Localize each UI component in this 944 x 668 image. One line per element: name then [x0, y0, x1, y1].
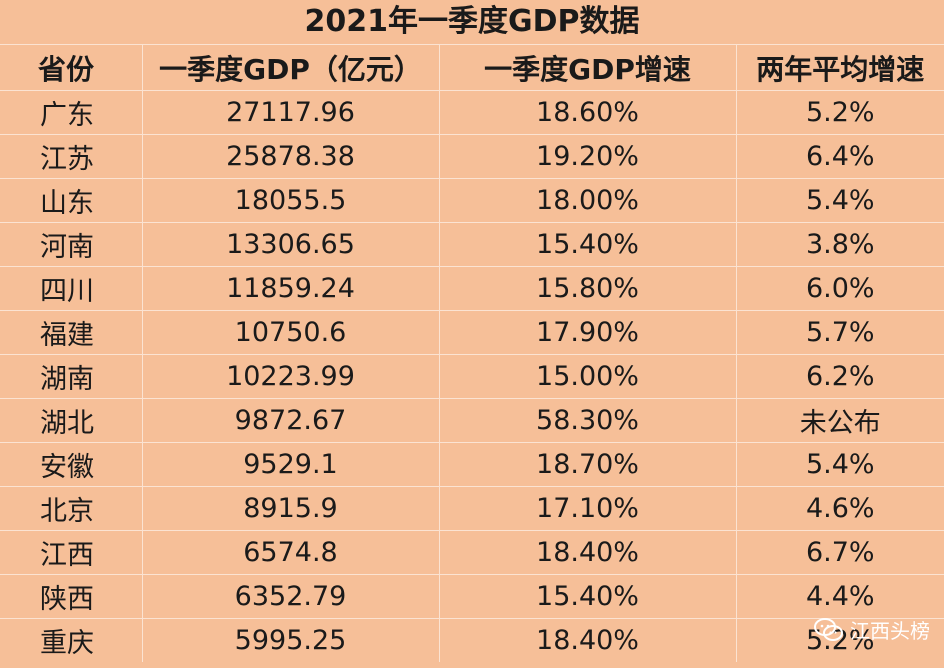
cell-gdp-growth: 18.60%	[438, 90, 736, 135]
table-row: 陕西 6352.79 15.40% 4.4%	[0, 574, 944, 619]
cell-gdp: 13306.65	[141, 222, 439, 267]
cell-gdp-growth: 15.00%	[438, 354, 736, 399]
cell-province: 福建	[0, 310, 142, 355]
cell-gdp-growth: 19.20%	[438, 134, 736, 179]
table-row: 重庆 5995.25 18.40% 5.2%	[0, 618, 944, 662]
cell-province: 山东	[0, 178, 142, 223]
table-row: 湖北 9872.67 58.30% 未公布	[0, 398, 944, 443]
cell-gdp-growth: 58.30%	[438, 398, 736, 443]
cell-gdp: 9872.67	[141, 398, 439, 443]
header-gdp: 一季度GDP（亿元）	[141, 44, 439, 91]
cell-two-year-growth: 6.0%	[735, 266, 944, 311]
table-row: 河南 13306.65 15.40% 3.8%	[0, 222, 944, 267]
cell-gdp: 10223.99	[141, 354, 439, 399]
table-row: 湖南 10223.99 15.00% 6.2%	[0, 354, 944, 399]
table-row: 安徽 9529.1 18.70% 5.4%	[0, 442, 944, 487]
cell-province: 广东	[0, 90, 142, 135]
cell-gdp-growth: 15.40%	[438, 222, 736, 267]
cell-province: 河南	[0, 222, 142, 267]
cell-province: 陕西	[0, 574, 142, 619]
cell-province: 重庆	[0, 618, 142, 662]
header-province: 省份	[0, 44, 142, 91]
cell-gdp: 11859.24	[141, 266, 439, 311]
table-title: 2021年一季度GDP数据	[304, 4, 640, 39]
cell-province: 四川	[0, 266, 142, 311]
cell-province: 安徽	[0, 442, 142, 487]
cell-two-year-growth: 5.2%	[735, 618, 944, 662]
cell-gdp-growth: 17.10%	[438, 486, 736, 531]
cell-gdp: 6574.8	[141, 530, 439, 575]
cell-province: 湖北	[0, 398, 142, 443]
header-gdp-growth: 一季度GDP增速	[438, 44, 736, 91]
cell-two-year-growth: 5.7%	[735, 310, 944, 355]
table-row: 江苏 25878.38 19.20% 6.4%	[0, 134, 944, 179]
table-row: 北京 8915.9 17.10% 4.6%	[0, 486, 944, 531]
cell-gdp: 25878.38	[141, 134, 439, 179]
cell-two-year-growth: 3.8%	[735, 222, 944, 267]
cell-gdp: 5995.25	[141, 618, 439, 662]
cell-gdp-growth: 18.40%	[438, 618, 736, 662]
header-two-year-growth: 两年平均增速	[735, 44, 944, 91]
cell-gdp-growth: 18.70%	[438, 442, 736, 487]
cell-two-year-growth: 未公布	[735, 398, 944, 443]
cell-gdp-growth: 17.90%	[438, 310, 736, 355]
table-row: 福建 10750.6 17.90% 5.7%	[0, 310, 944, 355]
cell-two-year-growth: 6.4%	[735, 134, 944, 179]
table-row: 山东 18055.5 18.00% 5.4%	[0, 178, 944, 223]
cell-two-year-growth: 5.4%	[735, 178, 944, 223]
cell-gdp: 27117.96	[141, 90, 439, 135]
cell-province: 北京	[0, 486, 142, 531]
cell-province: 湖南	[0, 354, 142, 399]
cell-two-year-growth: 6.2%	[735, 354, 944, 399]
cell-two-year-growth: 6.7%	[735, 530, 944, 575]
cell-gdp-growth: 18.00%	[438, 178, 736, 223]
gdp-table: 省份 一季度GDP（亿元） 一季度GDP增速 两年平均增速 广东 27117.9…	[0, 44, 944, 662]
header-row: 省份 一季度GDP（亿元） 一季度GDP增速 两年平均增速	[0, 44, 944, 91]
watermark-text: 江西头榜	[850, 619, 930, 643]
table-row: 广东 27117.96 18.60% 5.2%	[0, 90, 944, 135]
cell-two-year-growth: 4.4%	[735, 574, 944, 619]
cell-gdp-growth: 18.40%	[438, 530, 736, 575]
cell-gdp: 9529.1	[141, 442, 439, 487]
table-row: 江西 6574.8 18.40% 6.7%	[0, 530, 944, 575]
wechat-icon	[814, 617, 844, 643]
cell-province: 江苏	[0, 134, 142, 179]
cell-gdp: 6352.79	[141, 574, 439, 619]
cell-gdp: 18055.5	[141, 178, 439, 223]
cell-two-year-growth: 4.6%	[735, 486, 944, 531]
cell-gdp: 8915.9	[141, 486, 439, 531]
cell-two-year-growth: 5.2%	[735, 90, 944, 135]
cell-gdp-growth: 15.40%	[438, 574, 736, 619]
cell-gdp-growth: 15.80%	[438, 266, 736, 311]
cell-two-year-growth: 5.4%	[735, 442, 944, 487]
table-row: 四川 11859.24 15.80% 6.0%	[0, 266, 944, 311]
cell-province: 江西	[0, 530, 142, 575]
cell-gdp: 10750.6	[141, 310, 439, 355]
watermark: 江西头榜	[814, 615, 930, 644]
